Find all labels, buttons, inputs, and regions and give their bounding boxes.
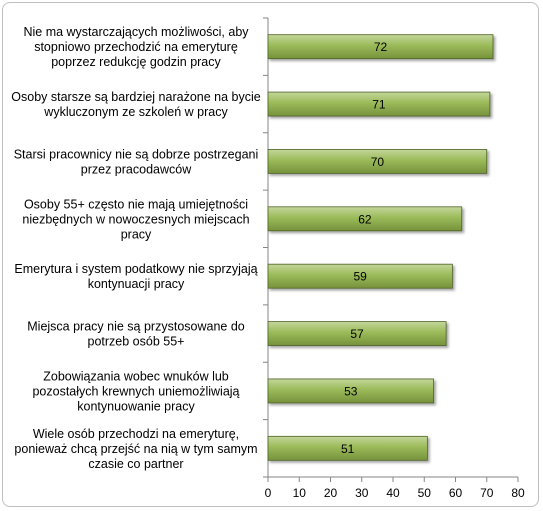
x-tick-label: 80 bbox=[511, 486, 525, 500]
bar bbox=[267, 34, 494, 60]
data-label: 51 bbox=[341, 442, 355, 456]
category-label-line: niezbędnych w nowoczesnych miejscach bbox=[22, 212, 249, 226]
category-label-line: Starsi pracownicy nie są dobrze postrzeg… bbox=[14, 147, 259, 161]
category-label: Nie ma wystarczających możliwości, aby st… bbox=[23, 25, 249, 69]
bar bbox=[267, 206, 463, 232]
category-label-line: stopniowo przechodzić na emeryturę bbox=[34, 40, 238, 54]
category-label: Starsi pracownicy nie są dobrze postrzeg… bbox=[14, 147, 259, 176]
data-label: 72 bbox=[374, 40, 388, 54]
category-label-line: czasie co partner bbox=[88, 457, 183, 471]
x-tick-label: 50 bbox=[418, 486, 432, 500]
category-label-line: pozostałych krewnych uniemożliwiają bbox=[32, 384, 239, 398]
x-tick-label: 10 bbox=[293, 486, 307, 500]
data-label: 62 bbox=[358, 212, 372, 226]
bar bbox=[267, 435, 428, 461]
bar bbox=[267, 263, 453, 289]
x-tick-label: 40 bbox=[386, 486, 400, 500]
x-tick-label: 20 bbox=[324, 486, 338, 500]
x-tick-label: 70 bbox=[480, 486, 494, 500]
category-label: Emerytura i system podatkowy nie sprzyja… bbox=[14, 262, 257, 291]
category-label-line: Zobowiązania wobec wnuków lub bbox=[43, 369, 229, 383]
category-label-line: wykluczonym ze szkoleń w pracy bbox=[43, 105, 228, 119]
category-label-line: potrzeb osób 55+ bbox=[88, 335, 185, 349]
x-tick-label: 30 bbox=[355, 486, 369, 500]
category-label-line: ponieważ chcą przejść na nią w tym samym bbox=[14, 442, 257, 456]
category-label-line: Miejsca pracy nie są przystosowane do bbox=[27, 320, 245, 334]
category-label-line: Osoby starsze są bardziej narażone na by… bbox=[11, 90, 260, 104]
category-label-line: kontynuacji pracy bbox=[88, 277, 185, 291]
data-label: 59 bbox=[354, 270, 368, 284]
category-label-line: kontynuowanie pracy bbox=[77, 399, 195, 413]
bar bbox=[267, 378, 435, 404]
bar bbox=[267, 91, 491, 117]
data-label: 57 bbox=[350, 327, 364, 341]
category-label: Miejsca pracy nie są przystosowane do pot… bbox=[27, 320, 245, 349]
category-label-line: Wiele osób przechodzi na emeryturę, bbox=[33, 427, 239, 441]
category-label: Wiele osób przechodzi na emeryturę, ponie… bbox=[14, 427, 257, 471]
category-label-line: pracy bbox=[121, 227, 152, 241]
category-label-line: Nie ma wystarczających możliwości, aby bbox=[23, 25, 249, 39]
category-label: Osoby starsze są bardziej narażone na by… bbox=[11, 90, 260, 119]
data-label: 70 bbox=[371, 155, 385, 169]
category-label: Osoby 55+ często nie mają umiejętności ni… bbox=[22, 197, 249, 241]
bar bbox=[267, 149, 488, 174]
x-tick-label: 0 bbox=[265, 486, 272, 500]
category-label-line: przez pracodawców bbox=[81, 162, 192, 176]
category-label-line: poprzez redukcję godzin pracy bbox=[51, 55, 221, 69]
bar bbox=[267, 321, 447, 346]
x-tick-label: 60 bbox=[449, 486, 463, 500]
data-label: 71 bbox=[372, 98, 386, 112]
category-label-line: Emerytura i system podatkowy nie sprzyja… bbox=[14, 262, 257, 276]
category-label-line: Osoby 55+ często nie mają umiejętności bbox=[24, 197, 248, 211]
category-label: Zobowiązania wobec wnuków lub pozostałych… bbox=[32, 369, 239, 413]
data-label: 53 bbox=[344, 384, 358, 398]
chart-frame bbox=[2, 2, 539, 507]
